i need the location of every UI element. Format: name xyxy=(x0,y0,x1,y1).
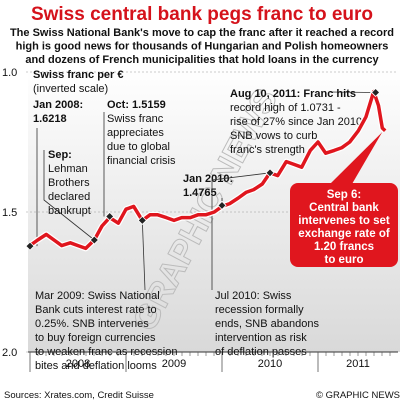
annotation: ends, SNB abandons xyxy=(215,318,319,330)
credit: © GRAPHIC NEWS xyxy=(316,390,400,401)
callout-pointer xyxy=(330,132,383,184)
annotation: to buy foreign currencies xyxy=(35,332,156,344)
annotation: Mar 2009: Swiss National xyxy=(35,290,160,302)
annotation: bankrupt xyxy=(48,205,91,217)
annotation: 1.4765 xyxy=(183,187,217,199)
x-tick-label: 2009 xyxy=(162,358,186,370)
annotation: appreciates xyxy=(107,127,164,139)
annotation: 0.25%. SNB intervenes xyxy=(35,318,149,330)
annotation: recession formally xyxy=(215,304,304,316)
x-tick-label: 2010 xyxy=(258,358,282,370)
annotation: Lehman xyxy=(48,163,88,175)
annotation: Bank cuts interest rate to xyxy=(35,304,157,316)
annotation: Swiss franc xyxy=(107,113,164,125)
annotation: franc's strength xyxy=(230,144,305,156)
annotation: of deflation passes xyxy=(215,346,307,358)
x-tick-label: 2011 xyxy=(346,358,370,370)
subtitle: high is good news for thousands of Hunga… xyxy=(16,41,389,53)
annotation: record high of 1.0731 - xyxy=(230,102,341,114)
point-marker xyxy=(371,87,381,98)
y-note: (inverted scale) xyxy=(33,83,108,95)
annotation: exchange rate of xyxy=(298,228,390,240)
leader-line xyxy=(43,150,95,241)
annotation: intervenes to set xyxy=(298,215,390,227)
callout-box xyxy=(290,183,398,267)
series-line xyxy=(28,89,387,251)
annotation: Brothers xyxy=(48,177,90,189)
annotation: Jul 2010: Swiss xyxy=(215,290,292,302)
annotation: declared xyxy=(48,191,90,203)
annotation: Oct: 1.5159 xyxy=(107,99,166,111)
annotation: financial crisis xyxy=(107,155,176,167)
annotation: to euro xyxy=(325,254,364,266)
y-tick-label: 1.0 xyxy=(2,67,17,79)
annotation: bites and deflation looms xyxy=(35,360,157,372)
annotation: 1.20 francs xyxy=(314,241,374,253)
annotation: 1.6218 xyxy=(33,113,67,125)
chart-title: Swiss central bank pegs franc to euro xyxy=(31,4,373,25)
point-marker xyxy=(25,241,35,251)
source: Sources: Xrates.com, Credit Suisse xyxy=(4,390,154,401)
point-marker xyxy=(105,211,115,222)
point-marker xyxy=(137,215,147,225)
annotation: Jan 2010: xyxy=(183,173,233,185)
annotation: Aug 10, 2011: Franc hits xyxy=(230,88,356,100)
subtitle: and dozens of French municipalities that… xyxy=(25,54,379,66)
annotation: rise of 27% since Jan 2010. xyxy=(230,116,365,128)
point-marker xyxy=(217,200,227,210)
leader-line xyxy=(141,220,146,291)
x-tick-label: 2008 xyxy=(66,358,90,370)
annotation: Sep: xyxy=(48,149,72,161)
annotation: due to global xyxy=(107,141,170,153)
annotation: SNB vows to curb xyxy=(230,130,317,142)
point-marker xyxy=(89,235,99,245)
annotation: to weaken franc as recession xyxy=(35,346,177,358)
y-tick-label: 1.5 xyxy=(2,207,17,219)
leader-line xyxy=(211,172,271,290)
annotation: intervention as risk xyxy=(215,332,307,344)
y-tick-label: 2.0 xyxy=(2,347,17,359)
annotation: Sep 6: xyxy=(327,189,362,201)
y-label: Swiss franc per € xyxy=(33,69,124,81)
annotation: Jan 2008: xyxy=(33,99,83,111)
annotation: Central bank xyxy=(309,202,379,214)
point-marker xyxy=(265,168,275,178)
subtitle: The Swiss National Bank's move to cap th… xyxy=(10,27,394,39)
